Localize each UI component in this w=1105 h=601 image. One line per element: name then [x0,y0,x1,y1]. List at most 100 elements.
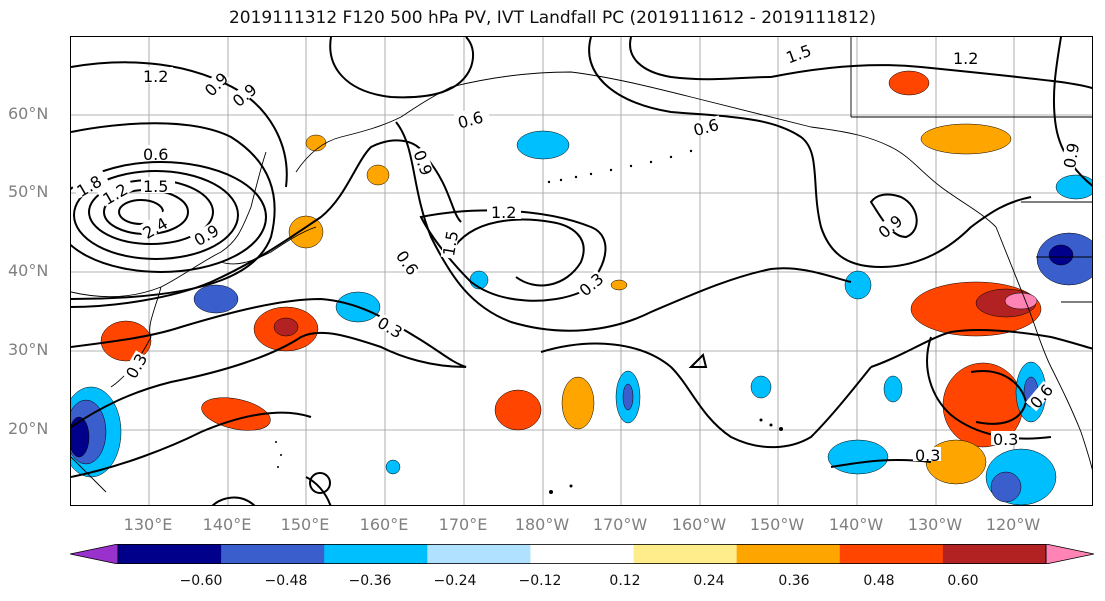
pv-contour [688,353,708,368]
pv-contour [71,61,288,188]
lon-label-130w: 130°W [907,515,963,534]
pos-anomaly [561,376,595,430]
pv-contour [73,170,239,260]
lon-label-170e: 170°E [438,515,488,534]
neg-anomaly [827,439,889,475]
pv-contour [588,37,1032,269]
contour-label: 0.9 [201,69,232,100]
pv-contour [395,121,852,332]
colorbar-tick-label: 0.36 [778,573,810,589]
lon-label-160w: 160°W [671,515,727,534]
colorbar-segment [736,544,841,564]
colorbar-segment [839,544,944,564]
colorbar-segment [427,544,531,564]
lon-label-170w: 170°W [592,515,648,534]
pos-anomaly [366,164,390,186]
lon-label-140w: 140°W [828,515,884,534]
contour-label: 0.6 [392,247,422,279]
pos-anomaly [273,317,299,337]
contour-label: 0.3 [915,446,940,465]
pv-contour [1052,37,1092,187]
pos-anomaly [494,389,542,431]
neg-anomaly [516,130,570,160]
lon-label-130e: 130°E [123,515,173,534]
pv-contour [309,472,331,494]
pos-anomaly [1004,292,1038,310]
pos-anomaly [305,134,327,152]
pv-contour [305,476,332,505]
colorbar-extend-max [1045,544,1094,564]
neg-anomaly [1048,244,1074,266]
lat-label-50n: 50°N [8,182,49,201]
neg-anomaly [193,284,239,314]
colorbar-segment [633,544,738,564]
pv-contour [71,411,312,478]
pos-anomaly [201,397,271,431]
pos-anomaly [288,215,324,249]
colorbar-segments [70,544,1094,564]
colorbar-tick-label: 0.60 [947,573,979,589]
colorbar-tick-label: −0.12 [518,573,562,589]
lon-label-150e: 150°E [280,515,330,534]
colorbar-tick-label: −0.36 [348,573,392,589]
contour-label: 0.6 [691,115,721,140]
pv-contour [770,64,1092,90]
neg-anomaly [622,383,634,411]
coastlines [71,37,1092,493]
contour-label: 1.5 [439,229,462,257]
colorbar-tick-label: 0.24 [693,573,725,589]
contour-label: 0.9 [229,80,261,111]
contour-label: 1.5 [143,177,168,196]
islands [275,149,783,494]
pv-contour [870,328,1092,368]
pv-contour [450,218,585,287]
neg-anomaly [844,270,872,300]
pv-contour [71,297,467,428]
pv-contour [71,161,267,273]
colorbar-tick-label: 0.48 [863,573,895,589]
contour-label: 1.2 [143,67,168,86]
colorbar-segment [118,544,222,564]
lat-label-20n: 20°N [8,419,49,438]
neg-anomaly [990,471,1022,503]
colorbar-outline [117,544,1047,564]
colorbar-tick-label: −0.60 [179,573,223,589]
colorbar-segment [221,544,325,564]
neg-anomaly [750,375,772,399]
pv-contour [71,122,276,300]
colorbar-segment [530,544,635,564]
colorbar-extend-min [70,544,119,564]
contour-label: 1.2 [491,203,516,222]
colorbar-tick-label: −0.48 [264,573,308,589]
pv-contour [629,37,772,81]
lon-label-180w: 180°W [514,515,570,534]
contour-label: 1.2 [953,49,978,68]
lon-label-160e: 160°E [359,515,409,534]
neg-anomaly [1055,174,1092,200]
neg-anomaly [385,459,401,475]
contour-label: 0.3 [576,269,608,300]
pv-contour [540,342,872,449]
ivt-shading [71,70,1092,505]
lon-label-140e: 140°E [202,515,252,534]
contour-label: 0.6 [143,145,168,164]
gridlines [71,37,1092,505]
pos-anomaly [888,70,930,96]
pv-contour [329,37,475,99]
lon-label-120w: 120°W [985,515,1041,534]
lat-label-30n: 30°N [8,340,49,359]
neg-anomaly [883,375,903,403]
contour-label: 0.3 [993,430,1018,449]
pv-contours [71,37,1092,505]
colorbar-tick-label: −0.24 [433,573,477,589]
lon-label-150w: 150°W [749,515,805,534]
neg-anomaly [71,416,90,458]
pos-anomaly [610,279,628,291]
pos-anomaly [920,123,1012,155]
lat-label-40n: 40°N [8,261,49,280]
colorbar-segment [942,544,1047,564]
map-canvas: 1.2 0.9 0.6 1.5 1.2 0.6 0.9 0.6 1.2 1.8 … [71,37,1092,505]
map-panel: 1.2 0.9 0.6 1.5 1.2 0.6 0.9 0.6 1.2 1.8 … [70,36,1093,506]
lat-label-60n: 60°N [8,104,49,123]
colorbar-tick-label: 0.12 [609,573,641,589]
